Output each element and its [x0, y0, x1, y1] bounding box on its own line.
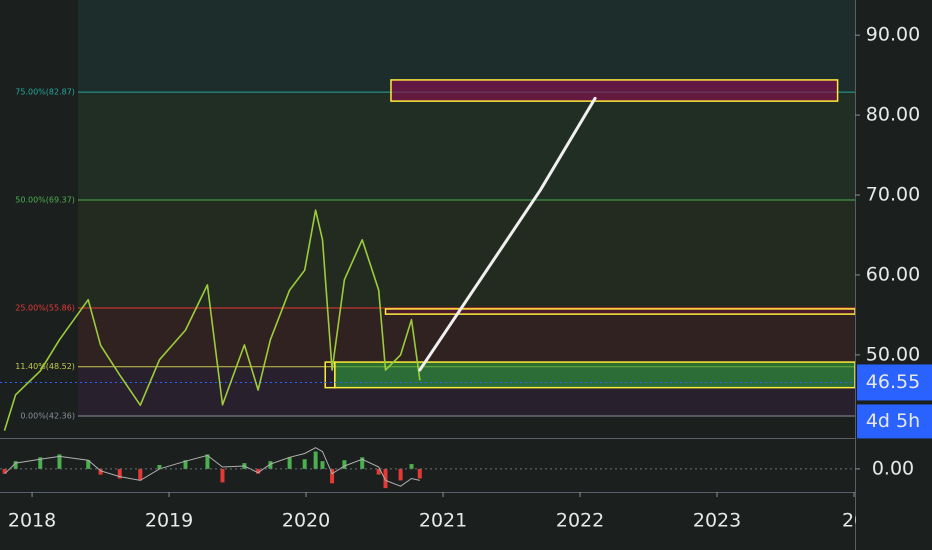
y-tick-label: 80.00: [866, 104, 920, 126]
last-price-label: 46.55: [866, 371, 920, 393]
macd-bar: [38, 457, 43, 469]
macd-bar: [376, 468, 381, 475]
macd-bar: [220, 468, 225, 483]
macd-bar: [205, 454, 210, 469]
fib-label: 25.00%(55.86): [15, 304, 75, 313]
macd-bar: [183, 460, 188, 469]
fib-label: 50.00%(69.37): [15, 196, 75, 205]
macd-bar: [383, 468, 388, 489]
price-line: [3, 209, 421, 431]
macd-bar: [98, 468, 103, 475]
x-tick-label: 2023: [693, 510, 741, 532]
macd-bar: [398, 468, 403, 481]
macd-bar: [330, 468, 335, 484]
fib-band: [77, 92, 856, 201]
y-tick-label: 70.00: [866, 184, 920, 206]
projection-line: [418, 96, 597, 372]
macd-bar: [13, 461, 18, 469]
macd-bar: [2, 468, 7, 474]
macd-bar: [417, 468, 422, 479]
macd-bar: [320, 461, 325, 469]
macd-bar: [342, 460, 347, 469]
macd-bar: [360, 457, 365, 469]
macd-bar: [86, 460, 91, 469]
macd-bar: [157, 465, 162, 469]
fib-band: [77, 0, 856, 93]
countdown-label: 4d 5h: [866, 410, 920, 432]
price-zone: [334, 361, 856, 389]
x-tick-label: 2019: [145, 510, 193, 532]
macd-bar: [57, 454, 62, 469]
macd-bar: [268, 461, 273, 469]
fib-band: [77, 308, 856, 367]
macd-tick-label: 0.00: [872, 457, 914, 479]
fib-band: [77, 200, 856, 309]
x-tick-label: 2021: [419, 510, 467, 532]
fib-label: 75.00%(82.87): [15, 88, 75, 97]
y-tick-label: 60.00: [866, 263, 920, 285]
last-price-box: [857, 364, 932, 401]
fib-label: 11.40%(48.52): [15, 362, 75, 371]
macd-line: [4, 447, 420, 487]
macd-bar: [302, 459, 307, 469]
macd-bar: [117, 468, 122, 479]
macd-bar: [138, 468, 143, 481]
x-tick-label: 2020: [282, 510, 330, 532]
price-zone: [384, 308, 856, 315]
x-tick-label: 2022: [556, 510, 604, 532]
x-tick-label: 2018: [8, 510, 56, 532]
macd-bar: [409, 464, 414, 469]
axis-cover: [856, 492, 932, 550]
fib-label: 0.00%(42.36): [20, 411, 75, 420]
macd-bar: [313, 451, 318, 469]
price-zone: [324, 361, 336, 389]
macd-bar: [287, 457, 292, 469]
countdown-box: [857, 404, 932, 439]
y-tick-label: 50.00: [866, 343, 920, 365]
plot-area: 0.00%(42.36) 11.40%(48.52) 25.00%(55.86) 50…: [0, 0, 856, 489]
y-tick-label: 90.00: [866, 24, 920, 46]
price-zone: [390, 79, 839, 102]
macd-bar: [256, 468, 261, 474]
axes: 0.00 50.00 60.00 70.00 80.00 90.00 46.55 4d 5h 2…: [8, 24, 932, 550]
